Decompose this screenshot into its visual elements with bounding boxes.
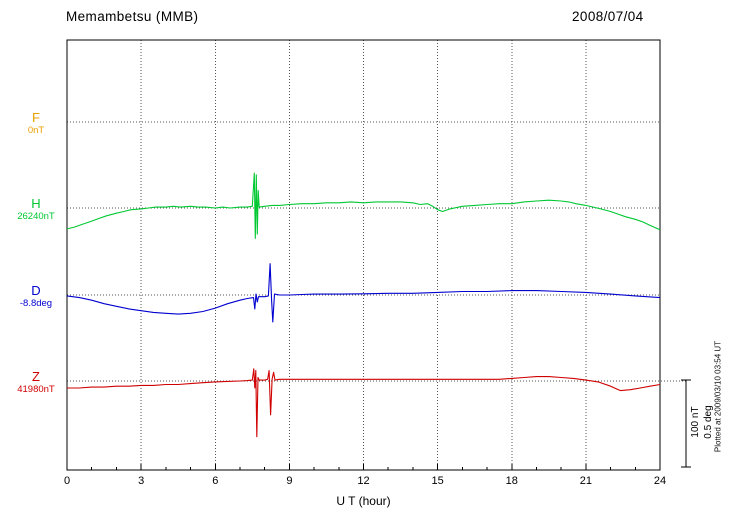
series-baseline-D: -8.8deg	[19, 298, 53, 309]
scale-bar-label: 100 nT 0.5 deg	[689, 382, 715, 462]
x-tick-label-0: 0	[63, 475, 71, 487]
x-tick-label-24: 24	[653, 475, 667, 487]
x-tick-label-3: 3	[138, 475, 145, 487]
x-tick-label-15: 15	[431, 475, 444, 487]
plotted-at-note: Plotted at 2009/03/10 03:54 UT	[713, 340, 723, 453]
series-label-D: D -8.8deg	[8, 284, 64, 310]
series-letter-H: H	[31, 196, 41, 211]
x-tick-label-6: 6	[212, 475, 219, 487]
trace-H	[66, 172, 661, 239]
series-letter-Z: Z	[32, 369, 40, 384]
x-tick-label-21: 21	[579, 475, 592, 487]
trace-D	[66, 263, 661, 323]
series-label-H: H 26240nT	[8, 197, 64, 223]
plot-frame	[66, 39, 661, 471]
x-axis-label: U T (hour)	[336, 494, 391, 508]
x-tick-label-12: 12	[357, 475, 370, 487]
series-label-Z: Z 41980nT	[8, 370, 64, 396]
series-baseline-F: 0nT	[27, 125, 45, 136]
scale-bar-nt-label: 100 nT	[690, 406, 701, 438]
date-label: 2008/07/04	[572, 9, 644, 24]
series-baseline-Z: 41980nT	[17, 384, 55, 395]
x-tick-label-18: 18	[505, 475, 518, 487]
page-title: Memambetsu (MMB)	[66, 9, 199, 24]
series-label-F: F 0nT	[8, 111, 64, 137]
series-letter-D: D	[31, 283, 41, 298]
series-baseline-H: 26240nT	[17, 211, 55, 222]
trace-Z	[67, 368, 661, 438]
series-letter-F: F	[32, 110, 40, 125]
x-tick-label-9: 9	[286, 475, 293, 487]
